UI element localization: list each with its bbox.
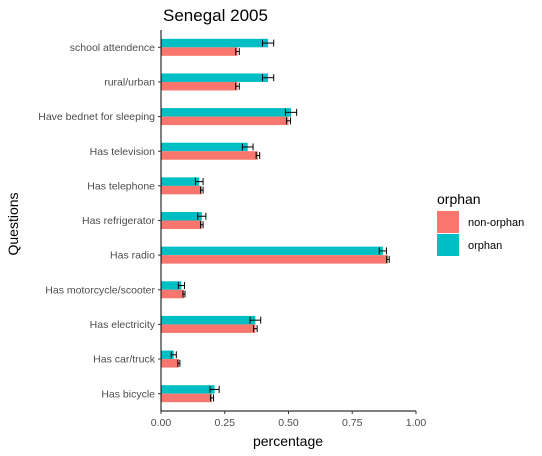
x-tick-label-0: 0.00 [151,417,172,429]
bar-non-orphan-school-attendence [161,47,238,56]
bar-non-orphan-has-refrigerator [161,220,202,229]
y-tick-label-has-telephone: Has telephone [87,180,155,192]
bar-non-orphan-has-bicycle [161,393,212,403]
error-bar-orphan-have-bednet-for-sleeping [284,108,298,116]
bar-non-orphan-has-car-truck [161,359,179,368]
error-bar-non-orphan-has-telephone [200,186,204,194]
error-bar-orphan-has-motorcycle-scooter [177,282,185,290]
legend-key-non-orphan [437,211,459,233]
error-bar-orphan-has-car-truck [170,351,177,359]
bar-orphan-have-bednet-for-sleeping [161,108,292,117]
legend-label-orphan: orphan [468,240,502,252]
y-tick-label-has-electricity: Has electricity [90,319,156,331]
legend-key-orphan [437,234,459,256]
x-axis-ticks: 0.00 0.25 0.50 0.75 1.00 [151,411,427,429]
x-tick-label-2: 0.50 [278,417,299,429]
bar-orphan-has-car-truck [161,350,174,360]
error-bar-orphan-has-telephone [194,178,204,186]
error-bar-non-orphan-have-bednet-for-sleeping [285,117,292,125]
error-bar-orphan-has-electricity [249,316,262,324]
bar-non-orphan-rural-urban [161,81,238,91]
y-tick-label-has-bicycle: Has bicycle [101,388,155,400]
chart-title: Senegal 2005 [163,6,268,25]
bar-orphan-school-attendence [161,38,269,48]
y-tick-label-has-radio: Has radio [110,250,155,262]
legend-title: orphan [437,191,481,207]
bar-orphan-rural-urban [161,73,269,82]
bar-orphan-has-refrigerator [161,212,202,221]
error-bar-non-orphan-has-motorcycle-scooter [182,290,186,298]
legend: orphan non-orphan orphan [437,191,524,256]
x-tick-label-3: 0.75 [342,417,363,429]
error-bar-non-orphan-has-electricity [253,325,258,333]
y-tick-label-has-car-truck: Has car/truck [93,354,156,366]
bar-orphan-has-radio [161,246,383,256]
error-bar-non-orphan-has-radio [386,255,390,263]
bar-non-orphan-has-radio [161,255,388,264]
bar-orphan-has-telephone [161,177,200,186]
plot-area [161,38,390,403]
error-bar-orphan-has-radio [378,247,387,255]
bar-non-orphan-has-telephone [161,185,202,195]
bar-non-orphan-has-television [161,151,258,160]
y-tick-label-has-television: Has television [90,146,156,158]
y-tick-label-rural-urban: rural/urban [104,77,155,89]
bar-orphan-has-electricity [161,315,256,325]
x-axis-title: percentage [253,433,323,449]
error-bar-orphan-school-attendence [261,39,275,47]
bar-non-orphan-has-electricity [161,324,256,333]
y-axis-ticks: school attendence rural/urban Have bednet … [38,42,161,400]
error-bar-orphan-has-refrigerator [197,212,207,220]
x-tick-label-1: 0.25 [215,417,236,429]
bar-orphan-has-bicycle [161,385,215,394]
bar-orphan-has-television [161,142,248,152]
y-tick-label-has-refrigerator: Has refrigerator [82,215,155,227]
error-bar-non-orphan-rural-urban [235,82,240,90]
error-bar-non-orphan-has-television [255,151,261,159]
error-bar-orphan-has-bicycle [209,385,220,393]
error-bar-orphan-has-television [241,143,254,151]
error-bar-non-orphan-has-car-truck [177,359,181,367]
y-axis-title: Questions [5,192,21,255]
error-bar-non-orphan-school-attendence [235,48,240,56]
x-tick-label-4: 1.00 [406,417,427,429]
bar-non-orphan-have-bednet-for-sleeping [161,116,289,126]
bar-non-orphan-has-motorcycle-scooter [161,289,184,299]
error-bar-non-orphan-has-bicycle [209,394,215,402]
error-bar-orphan-rural-urban [261,74,275,82]
error-bar-non-orphan-has-refrigerator [200,221,204,229]
y-tick-label-has-motorcycle-scooter: Has motorcycle/scooter [45,284,155,296]
legend-label-non-orphan: non-orphan [468,217,524,229]
bar-orphan-has-motorcycle-scooter [161,281,182,290]
y-tick-label-have-bednet-for-sleeping: Have bednet for sleeping [38,111,155,123]
y-tick-label-school-attendence: school attendence [70,42,155,54]
